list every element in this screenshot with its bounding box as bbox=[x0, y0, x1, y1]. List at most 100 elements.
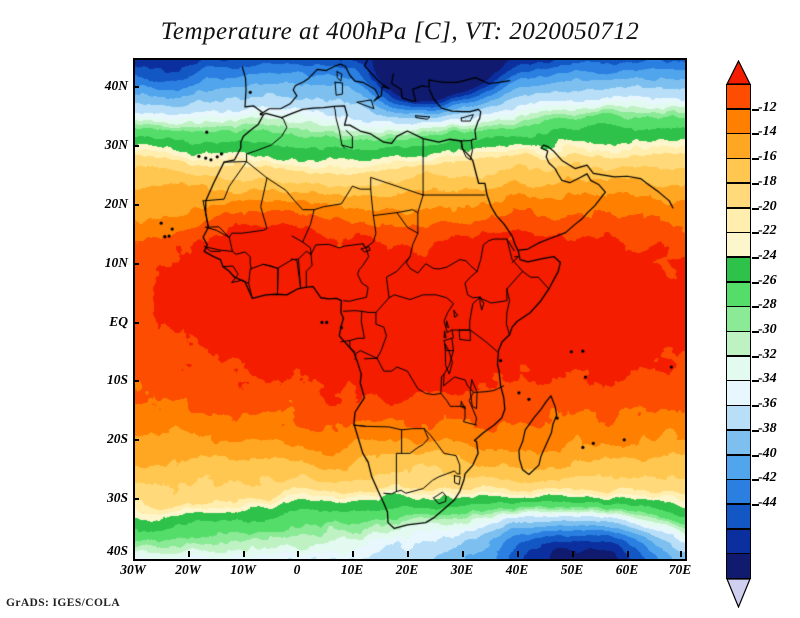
colorbar-tick-label: -44 bbox=[758, 494, 777, 510]
longitude-tick bbox=[517, 551, 519, 557]
longitude-tick-label: 0 bbox=[293, 562, 301, 577]
colorbar-tick-label: -14 bbox=[758, 124, 777, 140]
colorbar-tick bbox=[752, 503, 759, 506]
map-plot-area bbox=[133, 58, 687, 561]
longitude-tick bbox=[243, 551, 245, 557]
temperature-contour-map bbox=[135, 60, 685, 559]
colorbar-band bbox=[726, 405, 751, 431]
colorbar-band bbox=[726, 158, 751, 184]
longitude-tick-label: 30W bbox=[120, 562, 146, 577]
longitude-tick bbox=[462, 551, 464, 557]
latitude-tick-label: 30S bbox=[106, 490, 128, 505]
colorbar-tick-label: -18 bbox=[758, 173, 777, 189]
colorbar-band bbox=[726, 380, 751, 406]
colorbar-tick-label: -16 bbox=[758, 149, 777, 165]
colorbar-tick bbox=[752, 306, 759, 309]
colorbar-tick bbox=[752, 108, 759, 111]
colorbar-tick bbox=[752, 158, 759, 161]
colorbar-tick-label: -34 bbox=[758, 371, 777, 387]
longitude-tick bbox=[352, 551, 354, 557]
colorbar-tick bbox=[752, 405, 759, 408]
colorbar-tick-label: -22 bbox=[758, 223, 777, 239]
colorbar-band bbox=[726, 281, 751, 307]
colorbar-tick-label: -30 bbox=[758, 322, 777, 337]
colorbar-band bbox=[726, 331, 751, 357]
latitude-tick-label: 10N bbox=[104, 255, 128, 270]
longitude-tick bbox=[572, 551, 574, 557]
colorbar-tick bbox=[752, 479, 759, 482]
colorbar-band bbox=[726, 355, 751, 381]
attribution-footer: GrADS: IGES/COLA bbox=[6, 597, 121, 609]
colorbar-band bbox=[726, 207, 751, 233]
colorbar-band bbox=[726, 108, 751, 134]
colorbar-tick-label: -40 bbox=[758, 445, 777, 461]
colorbar-tick-label: -38 bbox=[758, 420, 777, 436]
latitude-tick bbox=[133, 322, 139, 324]
longitude-tick-label: 20W bbox=[175, 562, 201, 577]
colorbar-band bbox=[726, 84, 751, 110]
latitude-tick bbox=[133, 204, 139, 206]
latitude-tick bbox=[133, 380, 139, 382]
page-title: Temperature at 400hPa [C], VT: 202005071… bbox=[160, 18, 640, 45]
longitude-tick-label: 10W bbox=[230, 562, 256, 577]
latitude-tick-label: 40N bbox=[104, 78, 128, 93]
colorbar-tick bbox=[752, 429, 759, 432]
latitude-tick bbox=[133, 439, 139, 441]
colorbar-band bbox=[726, 182, 751, 209]
longitude-tick bbox=[133, 551, 135, 557]
colorbar-band bbox=[726, 232, 751, 258]
colorbar-band bbox=[726, 429, 751, 456]
colorbar-tick bbox=[752, 133, 759, 136]
colorbar-band bbox=[726, 306, 751, 332]
longitude-tick-label: 20E bbox=[395, 562, 419, 577]
longitude-tick-label: 10E bbox=[340, 562, 364, 577]
latitude-tick-label: 20S bbox=[106, 431, 128, 446]
colorbar-tick bbox=[752, 454, 759, 457]
colorbar-tick-label: -32 bbox=[758, 346, 777, 362]
colorbar-band bbox=[726, 133, 751, 159]
colorbar-tick-label: -24 bbox=[758, 247, 777, 263]
colorbar-tick-label: -36 bbox=[758, 396, 777, 412]
colorbar bbox=[726, 59, 751, 609]
longitude-tick-label: 50E bbox=[560, 562, 584, 577]
latitude-tick-label: EQ bbox=[109, 314, 128, 329]
colorbar-tick bbox=[752, 281, 759, 284]
colorbar-tick-label: -12 bbox=[758, 99, 777, 115]
colorbar-band bbox=[726, 503, 751, 530]
colorbar-tick-label: -20 bbox=[758, 198, 777, 214]
longitude-tick-label: 30E bbox=[450, 562, 474, 577]
latitude-tick-label: 10S bbox=[106, 372, 128, 387]
longitude-tick bbox=[297, 551, 299, 557]
colorbar-under-arrow bbox=[726, 578, 751, 609]
longitude-tick bbox=[627, 551, 629, 557]
colorbar-tick-label: -42 bbox=[758, 470, 777, 486]
longitude-tick bbox=[680, 551, 682, 557]
latitude-tick bbox=[133, 145, 139, 147]
longitude-tick-label: 40E bbox=[505, 562, 529, 577]
colorbar-tick bbox=[752, 256, 759, 259]
colorbar-band bbox=[726, 454, 751, 480]
longitude-tick-label: 70E bbox=[668, 562, 692, 577]
longitude-tick bbox=[407, 551, 409, 557]
longitude-tick-label: 60E bbox=[615, 562, 639, 577]
longitude-tick bbox=[188, 551, 190, 557]
latitude-tick bbox=[133, 498, 139, 500]
latitude-tick-label: 40S bbox=[106, 543, 128, 558]
colorbar-over-arrow bbox=[726, 59, 751, 86]
colorbar-tick bbox=[752, 355, 759, 358]
colorbar-tick bbox=[752, 331, 759, 333]
colorbar-tick bbox=[752, 182, 759, 185]
latitude-tick-label: 20N bbox=[104, 196, 128, 211]
colorbar-band bbox=[726, 553, 751, 579]
colorbar-band bbox=[726, 479, 751, 505]
colorbar-tick bbox=[752, 232, 759, 235]
latitude-tick bbox=[133, 263, 139, 265]
colorbar-tick bbox=[752, 380, 759, 383]
colorbar-band bbox=[726, 256, 751, 283]
latitude-tick bbox=[133, 86, 139, 88]
colorbar-band bbox=[726, 528, 751, 554]
latitude-tick-label: 30N bbox=[104, 137, 128, 152]
colorbar-tick-label: -28 bbox=[758, 297, 777, 313]
colorbar-tick-label: -26 bbox=[758, 272, 777, 288]
colorbar-tick bbox=[752, 207, 759, 210]
